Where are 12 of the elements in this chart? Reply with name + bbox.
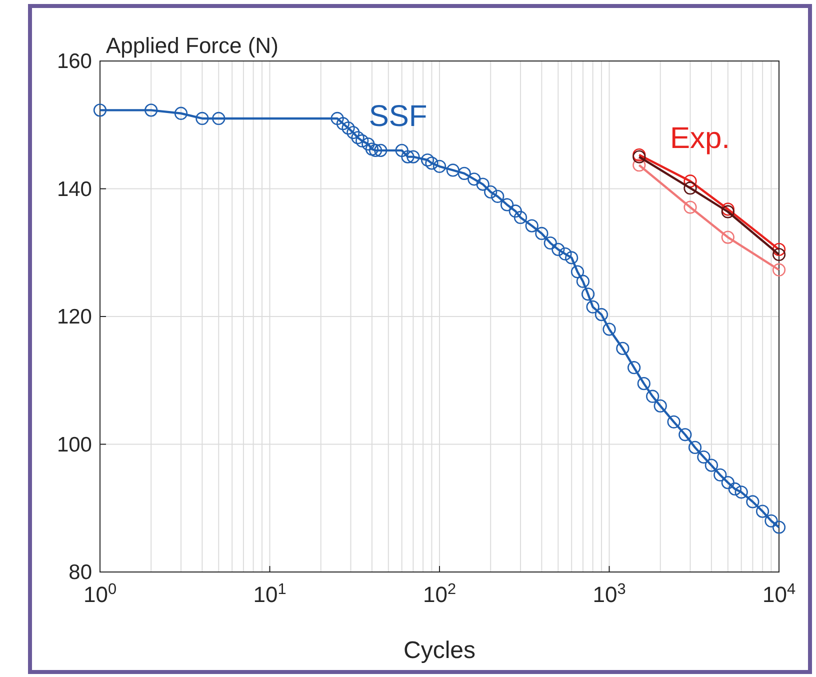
x-tick-label: 10$^{4}$ (762, 580, 796, 607)
annotation: SSF (368, 100, 428, 133)
y-tick-label: 140 (56, 178, 92, 201)
x-tick-label: 10$^{1}$ (253, 580, 286, 607)
annotation: Exp. (670, 122, 730, 155)
y-tick-label: 160 (56, 50, 92, 73)
chart-title: Applied Force (N) (106, 33, 278, 58)
x-axis-title: Cycles (403, 637, 476, 664)
y-tick-label: 100 (56, 433, 92, 456)
y-tick-label: 120 (56, 306, 92, 328)
x-tick-label: 10$^{3}$ (592, 580, 626, 607)
x-tick-label: 10$^{2}$ (422, 580, 456, 607)
